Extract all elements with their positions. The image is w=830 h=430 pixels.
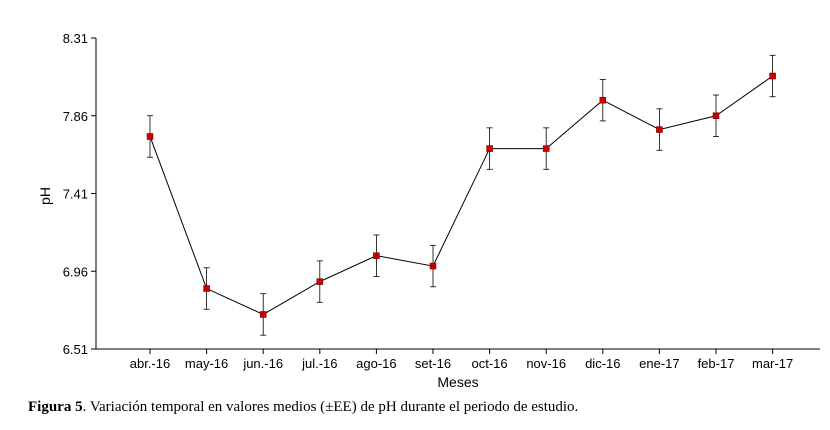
data-point-marker: [712, 112, 720, 119]
x-tick-label: ene-17: [639, 356, 679, 371]
figure-caption-text: . Variación temporal en valores medios (…: [82, 399, 579, 415]
x-tick-label: oct-16: [472, 356, 508, 371]
data-point-marker: [373, 252, 380, 259]
series-line: [149, 75, 773, 316]
y-tick-label: 7.86: [63, 109, 88, 124]
y-tick-label: 8.31: [63, 31, 88, 46]
data-point-marker: [542, 145, 550, 152]
y-tick-label: 6.51: [63, 342, 88, 357]
x-tick-label: feb-17: [698, 356, 735, 371]
y-axis-title: pH: [37, 187, 53, 205]
data-point-marker: [599, 96, 607, 104]
x-ticks: abr.-16 may-16 jun.-16 jul.-16 ago-16 set-16 o…: [130, 349, 793, 371]
data-point-marker: [656, 126, 663, 133]
x-tick-label: dic-16: [585, 356, 620, 371]
y-tick-label: 6.96: [63, 264, 88, 279]
figure-caption-label: Figura 5: [28, 399, 83, 415]
data-point-marker: [316, 278, 324, 285]
x-tick-label: mar-17: [752, 356, 793, 371]
x-tick-label: may-16: [185, 356, 228, 371]
x-tick-label: jul.-16: [301, 356, 337, 371]
x-axis-title: Meses: [437, 374, 478, 390]
x-tick-label: nov-16: [526, 356, 566, 371]
data-point-marker: [429, 262, 437, 270]
data-point-marker: [146, 133, 154, 140]
y-tick-label: 7.41: [63, 187, 88, 202]
x-tick-label: abr.-16: [130, 356, 170, 371]
x-tick-label: set-16: [415, 356, 451, 371]
data-point-marker: [769, 72, 776, 80]
data-point-marker: [486, 145, 493, 152]
figure-caption: Figura 5. Variación temporal en valores …: [28, 399, 578, 416]
error-bars: [147, 54, 776, 336]
y-ticks: 6.51 6.96 7.41 7.86 8.31: [63, 31, 96, 357]
x-tick-label: ago-16: [356, 356, 396, 371]
x-tick-label: jun.-16: [242, 356, 283, 371]
ph-line-chart: 6.51 6.96 7.41 7.86 8.31 abr.-16 may-16 jun.-1…: [37, 31, 820, 390]
data-points: [146, 72, 776, 318]
data-point-marker: [203, 285, 210, 292]
data-point-marker: [259, 311, 267, 318]
